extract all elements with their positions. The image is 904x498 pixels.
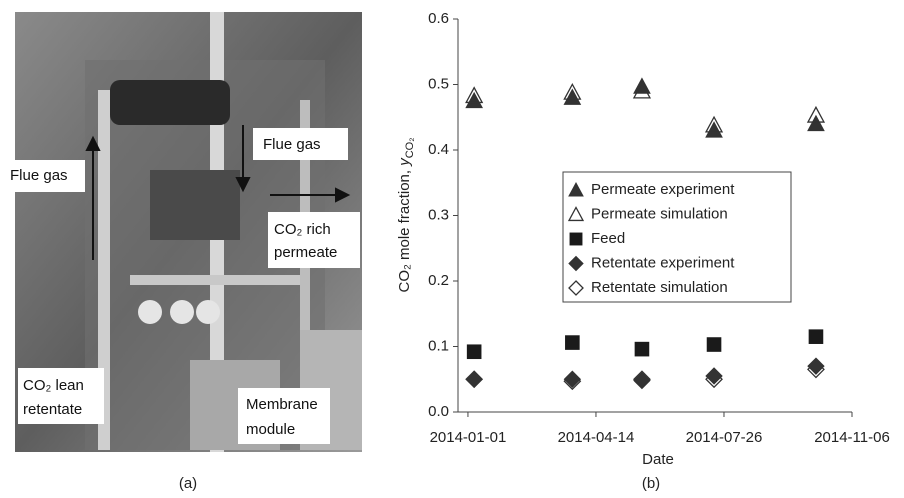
marker xyxy=(705,121,723,138)
marker xyxy=(563,88,582,105)
photo-label: CO₂ rich xyxy=(274,221,331,238)
photo-label: CO₂ lean xyxy=(23,377,84,394)
marker xyxy=(634,341,650,357)
marker xyxy=(807,114,825,132)
x-tick-label: 2014-04-14 xyxy=(558,429,635,446)
marker xyxy=(806,105,826,123)
marker xyxy=(633,371,651,390)
marker xyxy=(706,337,722,352)
legend-marker xyxy=(567,206,585,222)
panel-caption: (a) xyxy=(179,475,197,492)
marker xyxy=(465,91,483,109)
y-tick-label: 0.3 xyxy=(428,206,449,223)
legend-box xyxy=(562,171,792,303)
legend-label: Retentate experiment xyxy=(591,254,735,271)
x-tick-label: 2014-01-01 xyxy=(430,429,507,446)
y-tick-label: 0.0 xyxy=(428,403,449,420)
y-label-var: y xyxy=(396,157,413,167)
marker xyxy=(563,370,582,388)
marker xyxy=(465,370,484,389)
photo-label: module xyxy=(246,421,295,438)
legend-marker xyxy=(568,181,584,197)
marker xyxy=(465,370,483,388)
marker xyxy=(705,370,723,389)
legend-marker xyxy=(568,280,584,296)
y-tick-label: 0.1 xyxy=(428,337,449,354)
x-tick-label: 2014-07-26 xyxy=(686,429,763,446)
marker xyxy=(565,335,580,350)
marker xyxy=(704,115,724,133)
x-tick-label: 2014-11-06 xyxy=(814,429,890,446)
photo-label: retentate xyxy=(23,401,82,418)
marker xyxy=(632,81,652,99)
y-tick-label: 0.6 xyxy=(428,10,449,27)
marker xyxy=(807,360,825,379)
y-tick-label: 0.2 xyxy=(428,272,449,289)
x-axis-label: Date xyxy=(642,451,674,468)
photo-labels: Flue gas Flue gas CO₂ rich permeate CO₂ … xyxy=(5,125,360,492)
legend-marker xyxy=(569,232,583,246)
y-label-sub: CO₂ xyxy=(404,138,416,159)
y-tick-label: 0.4 xyxy=(428,141,449,158)
legend-label: Permeate simulation xyxy=(591,205,728,222)
marker xyxy=(633,77,651,94)
legend-label: Retentate simulation xyxy=(591,279,728,296)
marker xyxy=(705,367,723,385)
panel-caption: (b) xyxy=(642,475,660,492)
marker xyxy=(808,329,824,344)
photo-label: Flue gas xyxy=(10,167,68,184)
marker xyxy=(465,86,484,104)
arrows xyxy=(85,125,351,260)
photo-label: permeate xyxy=(274,244,337,261)
marker xyxy=(633,370,651,389)
y-axis-label: CO₂ mole fraction, yCO₂ xyxy=(396,138,416,293)
legend-marker xyxy=(568,255,584,272)
marker xyxy=(466,344,482,360)
legend-label: Feed xyxy=(591,230,625,247)
marker xyxy=(807,357,825,375)
legend-label: Permeate experiment xyxy=(591,181,735,198)
y-label-text: CO₂ mole fraction, xyxy=(396,166,413,293)
marker xyxy=(563,372,582,391)
photo-label: Membrane xyxy=(246,396,318,413)
y-tick-label: 0.5 xyxy=(428,75,449,92)
marker xyxy=(563,82,582,100)
photo-label: Flue gas xyxy=(263,136,321,153)
